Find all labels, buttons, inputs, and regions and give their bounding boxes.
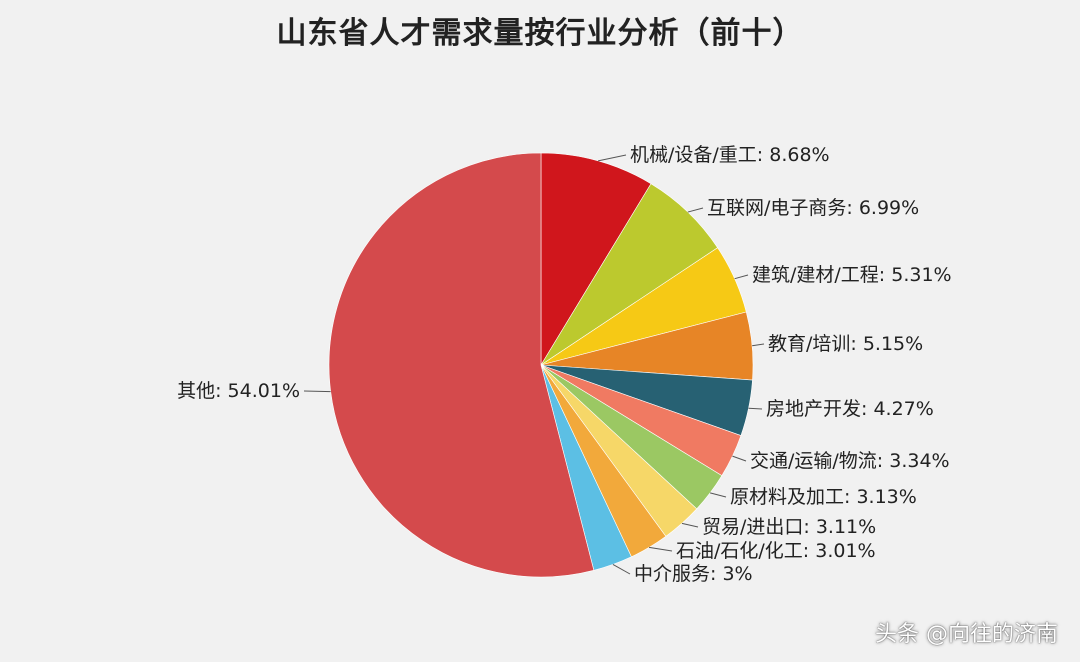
leader-line xyxy=(752,343,765,347)
leader-line xyxy=(709,492,727,498)
slice-label: 原材料及加工: 3.13% xyxy=(730,486,917,508)
slice-label: 机械/设备/重工: 8.68% xyxy=(630,144,830,166)
pie-slice xyxy=(540,152,652,367)
pie-labels: 机械/设备/重工: 8.68% 互联网/电子商务: 6.99% 建筑/建材/工程: … xyxy=(177,144,952,585)
slice-label: 建筑/建材/工程: 5.31% xyxy=(752,264,952,286)
pie-slices xyxy=(328,152,754,578)
chart-title: 山东省人才需求量按行业分析（前十） xyxy=(276,16,804,51)
leader-line xyxy=(681,522,699,528)
leader-line xyxy=(748,407,763,410)
leader-line xyxy=(303,390,331,393)
watermark: 头条 @向往的济南 xyxy=(875,622,1058,647)
slice-label: 其他: 54.01% xyxy=(177,380,300,402)
slice-label: 中介服务: 3% xyxy=(634,563,753,585)
slice-label: 交通/运输/物流: 3.34% xyxy=(750,450,950,472)
leader-line xyxy=(734,274,749,280)
pie-slice xyxy=(328,152,595,578)
slice-label: 石油/石化/化工: 3.01% xyxy=(676,540,876,562)
slice-label: 教育/培训: 5.15% xyxy=(768,333,923,355)
slice-label: 互联网/电子商务: 6.99% xyxy=(707,197,919,219)
slice-label: 房地产开发: 4.27% xyxy=(766,398,934,420)
slice-label: 贸易/进出口: 3.11% xyxy=(702,516,876,538)
leader-line xyxy=(612,563,631,575)
leader-line xyxy=(732,455,747,462)
leader-line xyxy=(687,207,704,213)
leader-line xyxy=(649,546,673,552)
leader-line xyxy=(597,154,627,162)
